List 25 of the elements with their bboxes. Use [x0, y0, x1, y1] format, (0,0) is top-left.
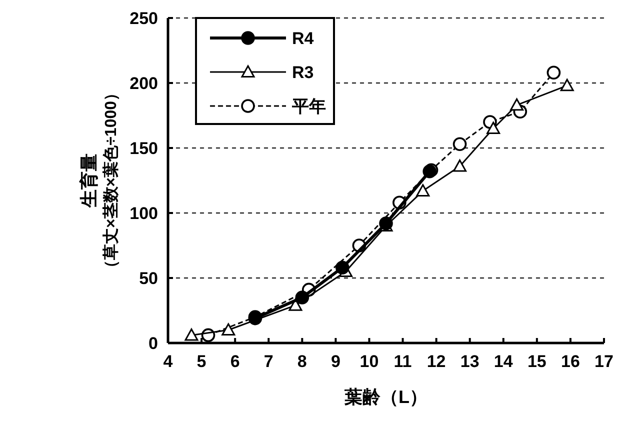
y-tick-label: 50: [139, 268, 158, 288]
y-tick-label: 250: [130, 8, 158, 28]
legend-label: 平年: [291, 96, 326, 116]
x-tick-label: 14: [494, 352, 514, 371]
y-tick-label: 100: [130, 204, 158, 223]
x-tick-label: 6: [230, 352, 240, 371]
x-tick-label: 12: [426, 352, 446, 371]
y-tick-label: 200: [130, 74, 158, 93]
x-tick-label: 9: [330, 352, 340, 371]
x-tick-label: 15: [527, 352, 546, 371]
x-tick-label: 8: [297, 352, 307, 371]
legend-label: R4: [292, 28, 314, 48]
y-tick-label: 150: [130, 138, 158, 158]
y-axis-title: 生育量（草丈×茎数×葉色÷1000）: [78, 84, 120, 276]
x-tick-label: 17: [594, 352, 614, 371]
x-tick-label: 13: [460, 352, 480, 371]
x-tick-label: 4: [163, 352, 174, 371]
x-tick-label: 16: [561, 352, 580, 371]
x-tick-label: 7: [264, 352, 274, 371]
y-tick-label: 0: [148, 334, 158, 353]
x-tick-label: 10: [360, 352, 379, 371]
x-tick-label: 11: [394, 352, 412, 371]
x-tick-label: 5: [196, 352, 206, 371]
legend-label: R3: [292, 62, 314, 82]
x-axis-title: 葉齢（L）: [344, 387, 428, 407]
